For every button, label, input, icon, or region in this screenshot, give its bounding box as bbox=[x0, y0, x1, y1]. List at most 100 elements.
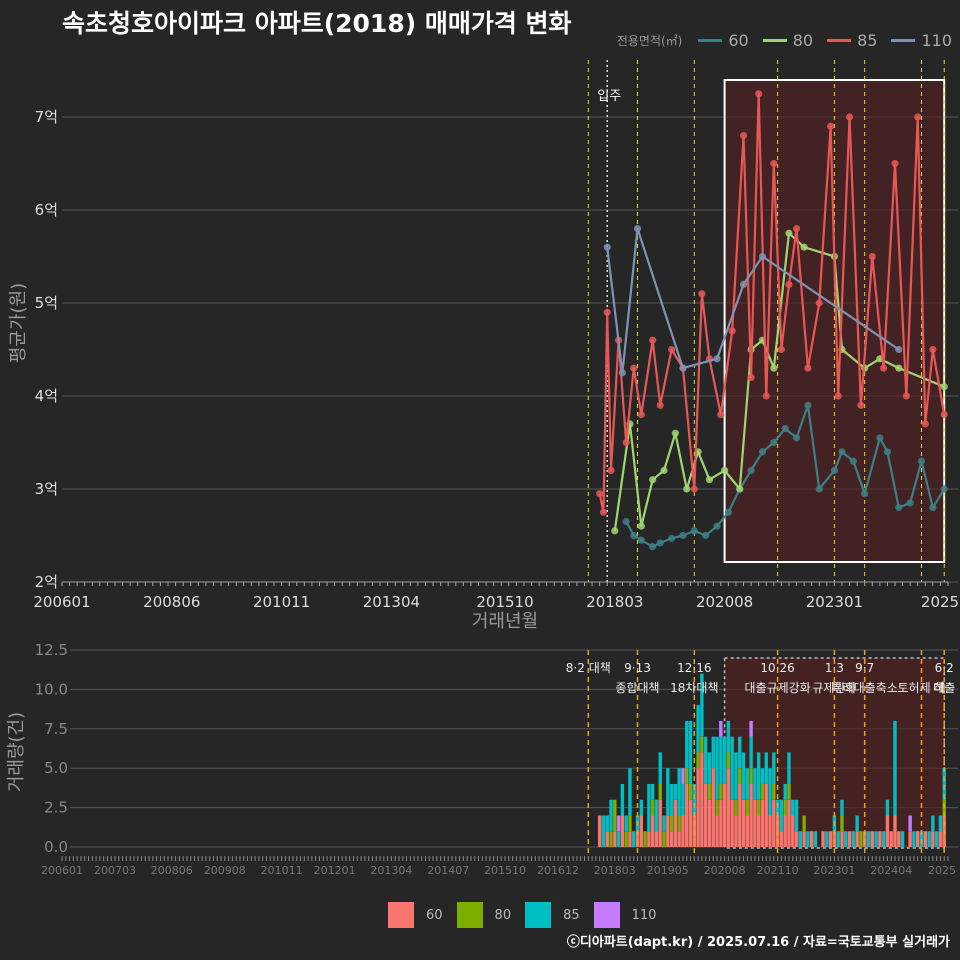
volume-bar-85 bbox=[874, 831, 878, 847]
bottom-ytick-label: 5.0 bbox=[44, 759, 68, 777]
data-point-110 bbox=[618, 369, 626, 377]
volume-bar-110 bbox=[908, 815, 912, 832]
volume-bar-85 bbox=[912, 831, 916, 847]
data-point-85 bbox=[762, 392, 770, 400]
volume-bar-60 bbox=[597, 815, 602, 847]
volume-bar-85 bbox=[730, 736, 734, 800]
top-xtick-label: 201510 bbox=[476, 593, 533, 611]
policy-annotation-label: 10·26 bbox=[760, 661, 794, 675]
volume-bar-60 bbox=[707, 799, 712, 847]
volume-bar-85 bbox=[855, 815, 859, 832]
bottom-ytick-label: 2.5 bbox=[44, 799, 68, 817]
volume-bar-85 bbox=[616, 831, 621, 847]
bar-legend-item-80: 80 bbox=[456, 902, 512, 928]
data-point-80 bbox=[649, 476, 657, 484]
volume-bar-85 bbox=[779, 799, 784, 832]
volume-bar-80 bbox=[650, 799, 655, 816]
bottom-xtick-label: 201612 bbox=[537, 864, 579, 877]
data-point-80 bbox=[721, 466, 729, 474]
data-point-110 bbox=[739, 280, 748, 288]
volume-bar-85 bbox=[681, 783, 685, 816]
bottom-xtick-label: 201803 bbox=[594, 864, 636, 877]
legend-label-85: 85 bbox=[857, 31, 878, 50]
bottom-xtick-label: 2025 bbox=[928, 864, 956, 877]
volume-bar-60 bbox=[719, 799, 723, 847]
volume-bar-85 bbox=[605, 815, 609, 832]
top-xtick-label: 200601 bbox=[33, 593, 90, 611]
data-point-60 bbox=[815, 485, 823, 493]
volume-bar-60 bbox=[673, 799, 678, 847]
volume-bar-80 bbox=[783, 799, 787, 816]
volume-bar-60 bbox=[772, 799, 776, 847]
series-line-110 bbox=[606, 227, 900, 374]
data-point-80 bbox=[800, 243, 808, 251]
data-point-85 bbox=[596, 490, 604, 498]
volume-bar-85 bbox=[703, 736, 708, 784]
top-xtick-label: 201011 bbox=[253, 593, 310, 611]
volume-bar-60 bbox=[745, 815, 750, 847]
volume-bar-85 bbox=[942, 768, 946, 800]
volume-bar-85 bbox=[692, 783, 697, 816]
volume-bar-60 bbox=[726, 768, 731, 847]
data-point-60 bbox=[804, 401, 812, 409]
data-point-80 bbox=[785, 229, 793, 237]
bar-legend-label-85: 85 bbox=[563, 907, 580, 923]
legend-label-110: 110 bbox=[921, 31, 952, 50]
policy-annotation-label: 토허제 해 bbox=[898, 681, 946, 695]
data-point-85 bbox=[880, 364, 888, 372]
top-xtick-label: 202301 bbox=[806, 593, 863, 611]
volume-bar-85 bbox=[851, 831, 856, 847]
volume-bar-80 bbox=[624, 831, 628, 847]
volume-bar-85 bbox=[756, 752, 761, 800]
volume-bar-85 bbox=[734, 752, 738, 800]
data-point-60 bbox=[622, 517, 630, 526]
volume-bar-60 bbox=[791, 815, 795, 847]
data-point-60 bbox=[724, 508, 732, 516]
data-point-60 bbox=[895, 504, 903, 512]
bottom-xtick-label: 201304 bbox=[370, 864, 412, 877]
credit-text: ⓒ디아파트(dapt.kr) / 2025.07.16 / 자료=국토교통부 실… bbox=[566, 935, 950, 950]
volume-bar-85 bbox=[791, 799, 795, 816]
volume-bar-80 bbox=[628, 815, 632, 832]
volume-bar-60 bbox=[821, 831, 825, 847]
legend-swatch-110 bbox=[891, 39, 916, 42]
data-point-85 bbox=[845, 113, 854, 121]
data-point-85 bbox=[804, 364, 812, 372]
bottom-xtick-label: 202404 bbox=[870, 864, 912, 877]
bottom-xtick-label: 200601 bbox=[41, 864, 83, 877]
volume-bar-85 bbox=[722, 736, 727, 784]
data-point-60 bbox=[940, 485, 948, 493]
data-point-80 bbox=[671, 429, 679, 437]
legend-label-60: 60 bbox=[728, 31, 749, 50]
bottom-y-axis-title: 거래량(건) bbox=[6, 712, 27, 792]
data-point-80 bbox=[736, 485, 744, 493]
policy-annotation-label: 종합대책 bbox=[615, 680, 659, 695]
volume-bar-80 bbox=[745, 799, 750, 816]
data-point-60 bbox=[747, 466, 755, 474]
volume-bar-110 bbox=[681, 768, 685, 784]
data-point-60 bbox=[929, 504, 937, 512]
volume-bar-60 bbox=[730, 799, 734, 847]
bottom-xtick-label: 202110 bbox=[757, 864, 799, 877]
volume-bar-60 bbox=[885, 815, 890, 847]
volume-bar-60 bbox=[847, 831, 852, 847]
volume-bar-85 bbox=[628, 768, 632, 816]
volume-bar-60 bbox=[666, 815, 670, 847]
volume-bar-60 bbox=[620, 815, 625, 847]
data-point-60 bbox=[917, 457, 926, 465]
volume-bar-60 bbox=[650, 815, 655, 847]
bottom-ytick-label: 0.0 bbox=[44, 838, 68, 856]
volume-bar-80 bbox=[760, 783, 765, 800]
bar-legend-label-80: 80 bbox=[494, 907, 512, 923]
bottom-xtick-label: 200703 bbox=[94, 864, 136, 877]
data-point-85 bbox=[921, 420, 929, 428]
bottom-ytick-label: 7.5 bbox=[44, 720, 68, 738]
volume-bar-80 bbox=[669, 815, 674, 832]
volume-bar-85 bbox=[745, 768, 750, 800]
policy-annotation-label: 대출 bbox=[933, 681, 955, 695]
top-ytick-label: 6억 bbox=[35, 201, 58, 219]
top-ytick-label: 2억 bbox=[35, 573, 58, 591]
volume-bar-85 bbox=[685, 720, 689, 769]
volume-bar-60 bbox=[809, 831, 814, 847]
bottom-xtick-label: 202008 bbox=[704, 864, 746, 877]
